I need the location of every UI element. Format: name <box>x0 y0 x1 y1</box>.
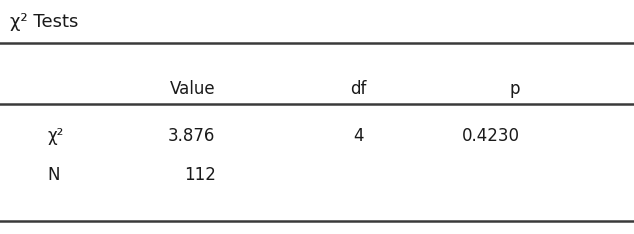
Text: df: df <box>350 80 366 98</box>
Text: p: p <box>509 80 520 98</box>
Text: Value: Value <box>170 80 216 98</box>
Text: N: N <box>48 167 60 184</box>
Text: χ²: χ² <box>48 127 64 145</box>
Text: χ² Tests: χ² Tests <box>10 13 78 31</box>
Text: 3.876: 3.876 <box>168 127 216 145</box>
Text: 4: 4 <box>353 127 363 145</box>
Text: 112: 112 <box>184 167 216 184</box>
Text: 0.4230: 0.4230 <box>462 127 520 145</box>
